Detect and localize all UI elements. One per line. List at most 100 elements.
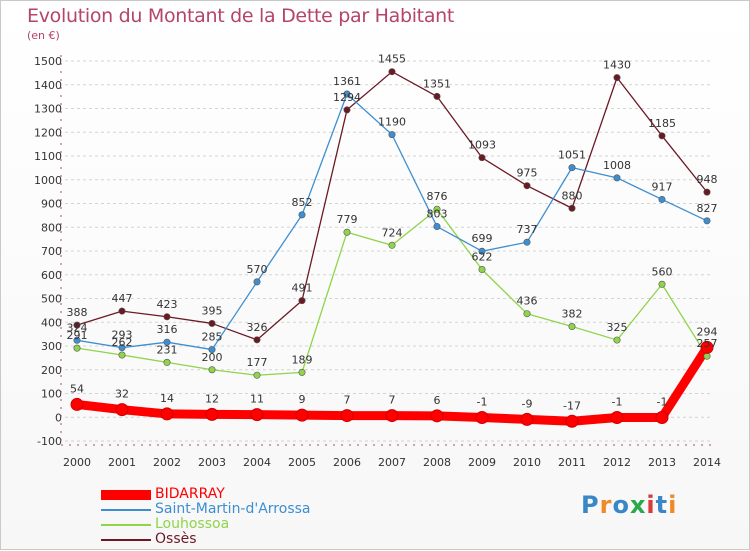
x-tick-label: 2009 [468,456,496,469]
data-label-saint-martin-d-arrossa: 852 [292,196,313,209]
data-label-bidarray: -1 [477,395,488,408]
y-tick-label: 800 [41,221,62,234]
data-point-osses [253,336,261,344]
data-point-louhossoa [478,266,486,274]
data-label-louhossoa: 325 [607,321,628,334]
data-label-bidarray: -9 [522,397,533,410]
data-label-saint-martin-d-arrossa: 285 [202,331,223,344]
data-label-bidarray: 6 [434,394,441,407]
data-point-saint-martin-d-arrossa [298,211,306,219]
y-tick-label: -100 [37,435,62,448]
data-point-saint-martin-d-arrossa [118,344,126,352]
x-tick-label: 2007 [378,456,406,469]
data-point-saint-martin-d-arrossa [703,217,711,225]
data-label-louhossoa: 189 [292,353,313,366]
x-tick-label: 2010 [513,456,541,469]
data-point-bidarray [565,414,579,428]
data-label-bidarray: 294 [697,325,718,338]
data-point-saint-martin-d-arrossa [208,346,216,354]
data-label-louhossoa: 622 [472,251,493,264]
legend-item-louhossoa: Louhossoa [101,517,381,532]
data-point-osses [388,68,396,76]
data-label-louhossoa: 560 [652,265,673,278]
legend-swatch-bidarray [101,490,151,500]
data-label-louhossoa: 257 [697,337,718,350]
y-tick-label: 900 [41,198,62,211]
data-point-louhossoa [343,228,351,236]
data-point-saint-martin-d-arrossa [613,174,621,182]
legend-label-saint-martin: Saint-Martin-d'Arrossa [155,501,311,517]
data-point-osses [568,204,576,212]
data-point-bidarray [295,408,309,422]
data-point-louhossoa [388,241,396,249]
data-point-bidarray [250,408,264,422]
y-tick-label: 0 [55,411,62,424]
data-point-bidarray [610,410,624,424]
data-point-osses [118,307,126,315]
data-label-saint-martin-d-arrossa: 1361 [333,75,361,88]
data-point-bidarray [385,409,399,423]
x-tick-label: 2004 [243,456,271,469]
data-point-saint-martin-d-arrossa [523,238,531,246]
data-label-saint-martin-d-arrossa: 827 [697,202,718,215]
y-tick-label: 300 [41,340,62,353]
data-label-bidarray: 14 [160,392,174,405]
data-label-bidarray: 9 [299,393,306,406]
y-tick-label: 1300 [34,103,62,116]
data-point-bidarray [115,403,129,417]
data-point-louhossoa [118,351,126,359]
data-label-osses: 447 [112,292,133,305]
data-label-saint-martin-d-arrossa: 803 [427,208,448,221]
data-point-saint-martin-d-arrossa [433,223,441,231]
data-point-louhossoa [523,310,531,318]
data-label-louhossoa: 876 [427,190,448,203]
data-label-osses: 1351 [423,77,451,90]
x-tick-label: 2008 [423,456,451,469]
data-label-osses: 1294 [333,91,361,104]
y-tick-label: 200 [41,364,62,377]
data-point-bidarray [520,412,534,426]
data-label-louhossoa: 177 [247,356,268,369]
data-point-louhossoa [298,368,306,376]
data-point-osses [208,319,216,327]
data-point-osses [433,92,441,100]
data-label-saint-martin-d-arrossa: 1190 [378,116,406,129]
data-label-osses: 491 [292,282,313,295]
data-point-bidarray [475,410,489,424]
data-point-saint-martin-d-arrossa [658,195,666,203]
data-label-bidarray: 11 [250,393,264,406]
data-point-louhossoa [433,205,441,213]
data-label-osses: 423 [157,298,178,311]
x-tick-label: 2012 [603,456,631,469]
data-label-louhossoa: 291 [67,329,88,342]
data-label-louhossoa: 724 [382,226,403,239]
y-tick-label: 100 [41,388,62,401]
legend-item-bidarray: BIDARRAY [101,487,381,502]
y-tick-label: 1500 [34,55,62,68]
legend: BIDARRAY Saint-Martin-d'Arrossa Louhosso… [101,487,381,547]
data-label-bidarray: 7 [344,394,351,407]
data-point-saint-martin-d-arrossa [73,336,81,344]
data-point-saint-martin-d-arrossa [478,247,486,255]
legend-swatch-louhossoa [101,524,151,526]
data-point-saint-martin-d-arrossa [343,90,351,98]
chart-title: Evolution du Montant de la Dette par Hab… [27,5,455,27]
data-point-louhossoa [253,371,261,379]
x-tick-label: 2005 [288,456,316,469]
x-tick-label: 2001 [108,456,136,469]
legend-swatch-osses [101,539,151,541]
data-label-louhossoa: 262 [112,336,133,349]
data-label-bidarray: -1 [657,395,668,408]
proxiti-logo: Proxiti [581,491,678,519]
data-label-osses: 1093 [468,139,496,152]
data-label-bidarray: 32 [115,388,129,401]
data-label-bidarray: -17 [563,399,581,412]
data-point-louhossoa [208,366,216,374]
x-tick-label: 2006 [333,456,361,469]
data-point-bidarray [340,409,354,423]
x-tick-label: 2011 [558,456,586,469]
data-label-bidarray: -1 [612,395,623,408]
data-label-louhossoa: 779 [337,213,358,226]
data-label-bidarray: 7 [389,394,396,407]
legend-swatch-saint-martin [101,509,151,511]
